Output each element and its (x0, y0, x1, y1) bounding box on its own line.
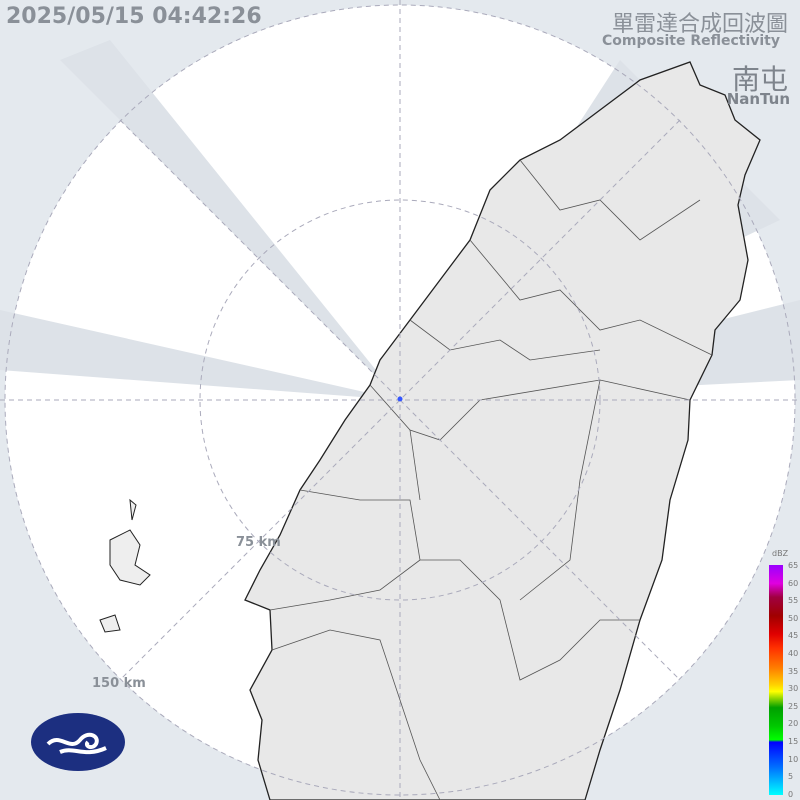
range-label-75: 75 km (236, 535, 281, 550)
colorbar-tick: 35 (788, 666, 799, 676)
colorbar-tick: 30 (788, 684, 799, 694)
colorbar-tick: 20 (788, 719, 799, 729)
colorbar-tick: 15 (788, 737, 799, 746)
station-zh: 南屯 (731, 63, 788, 96)
colorbar-tick: 45 (788, 631, 799, 641)
colorbar-tick: 25 (788, 701, 799, 711)
colorbar (769, 565, 783, 795)
taiwan-island (244, 61, 761, 800)
colorbar-tick: 0 (788, 789, 794, 799)
county-borders (269, 159, 713, 800)
colorbar-tick: 40 (788, 649, 799, 658)
title-zh: 單雷達合成回波圖 (611, 12, 788, 37)
cwa-logo (31, 713, 125, 771)
colorbar-tick: 5 (788, 772, 794, 782)
title-en: Composite Reflectivity (602, 33, 780, 49)
station-en: NanTun (726, 90, 790, 108)
colorbar-tick: 55 (788, 596, 799, 606)
colorbar-unit: dBZ (772, 549, 789, 558)
penghu-islands (99, 498, 151, 633)
colorbar-tick: 65 (788, 561, 799, 570)
colorbar-tick: 60 (788, 578, 799, 588)
colorbar-tick: 10 (788, 754, 799, 764)
range-label-150: 150 km (92, 676, 146, 691)
colorbar-tick: 50 (788, 613, 799, 623)
timestamp: 2025/05/15 04:42:26 (6, 4, 262, 29)
radar-site-marker (397, 396, 403, 402)
